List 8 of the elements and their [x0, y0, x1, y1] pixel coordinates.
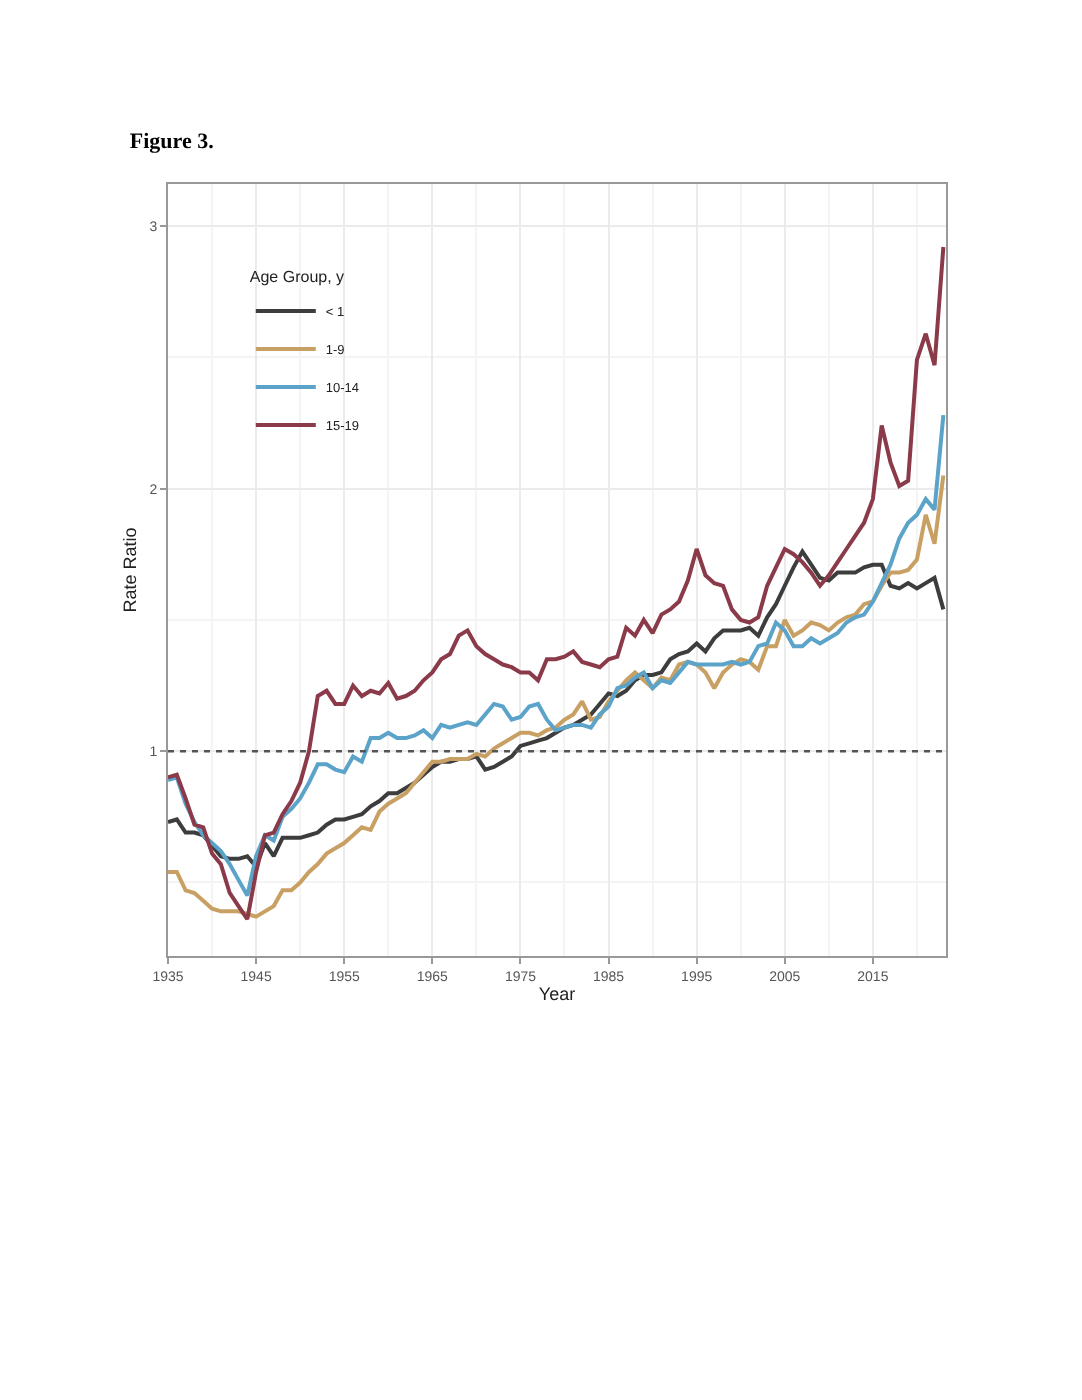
- line-series: [168, 245, 946, 922]
- x-axis-title: Year: [538, 984, 576, 1005]
- line-series: [168, 413, 946, 898]
- line-series: [168, 473, 946, 919]
- y-axis-title: Rate Ratio: [120, 527, 141, 613]
- line-series: [168, 549, 946, 869]
- chart-title: Figure 3.: [129, 129, 215, 154]
- legend-title: Age Group, y: [249, 268, 345, 286]
